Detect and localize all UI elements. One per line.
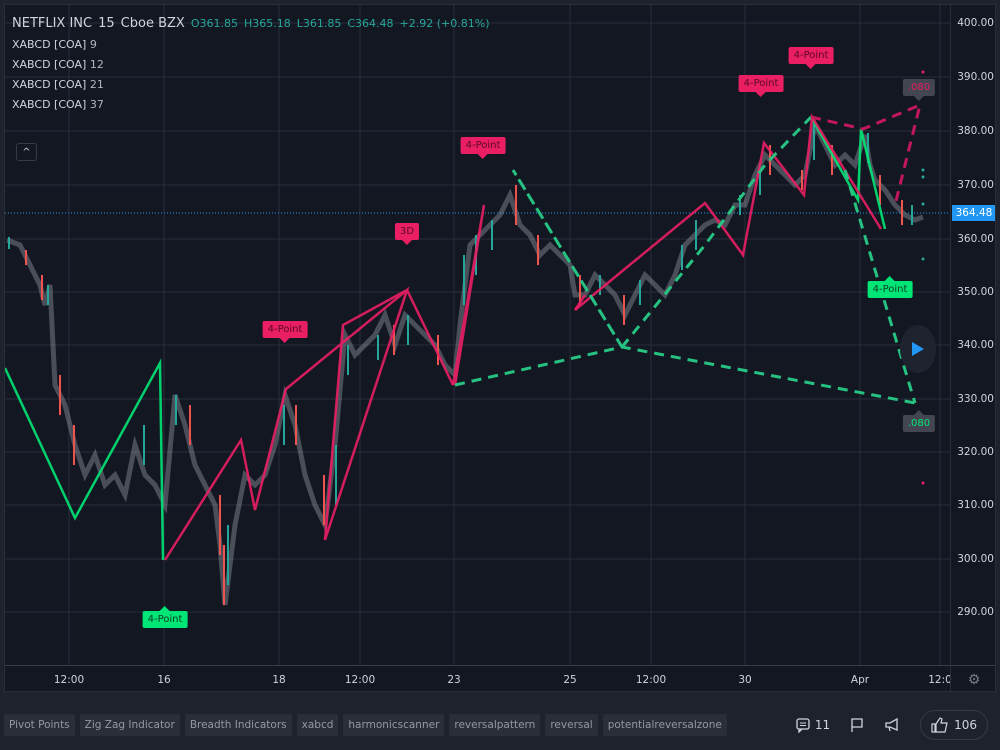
open-value: O361.85 <box>190 17 238 30</box>
change-value: +2.92 (+0.81%) <box>399 17 490 30</box>
price-tick: 380.00 <box>957 125 994 137</box>
price-tick: 300.00 <box>957 553 994 565</box>
tag-chip[interactable]: Breadth Indicators <box>184 714 292 736</box>
comment-icon <box>796 718 810 733</box>
close-value: C364.48 <box>347 17 394 30</box>
flag-icon <box>851 718 863 732</box>
price-tick: 330.00 <box>957 393 994 405</box>
indicator-legend-item[interactable]: XABCD [COA] 9 <box>12 38 97 51</box>
idea-actions: 11 106 <box>795 710 996 740</box>
price-tick: 340.00 <box>957 339 994 351</box>
price-tick: 400.00 <box>957 17 994 29</box>
time-tick: 18 <box>272 674 286 686</box>
idea-footer: Pivot Points Zig Zag Indicator Breadth I… <box>0 700 1000 750</box>
tag-chip[interactable]: harmonicscanner <box>343 714 445 736</box>
chart-settings-button[interactable]: ⚙ <box>950 665 995 691</box>
share-button[interactable] <box>884 717 900 733</box>
price-tick: 390.00 <box>957 71 994 83</box>
comments-button[interactable]: 11 <box>795 717 830 733</box>
prz-ratio-tag: .080 <box>902 79 936 101</box>
low-value: L361.85 <box>296 17 342 30</box>
time-tick: 12:00 <box>53 674 85 686</box>
like-button[interactable]: 106 <box>920 710 988 740</box>
time-tick: 23 <box>447 674 461 686</box>
report-button[interactable] <box>850 717 864 733</box>
play-replay-button[interactable] <box>900 325 936 373</box>
price-tick: 360.00 <box>957 233 994 245</box>
gear-icon: ⚙ <box>967 671 981 688</box>
time-tick: 30 <box>738 674 752 686</box>
pattern-tag: 4-Point <box>788 47 834 69</box>
chart-plot[interactable]: NETFLIX INC 15 Cboe BZX O361.85 H365.18 … <box>5 5 950 665</box>
pattern-tag: 4-Point <box>262 321 308 343</box>
indicator-legend-item[interactable]: XABCD [COA] 21 <box>12 78 104 91</box>
interval: 15 <box>98 16 115 31</box>
collapse-legend-button[interactable]: ^ <box>16 143 37 161</box>
chart-area[interactable]: NETFLIX INC 15 Cboe BZX O361.85 H365.18 … <box>4 4 996 692</box>
tag-chip[interactable]: potentialreversalzone <box>602 714 727 736</box>
pattern-tag: 4-Point <box>460 137 506 159</box>
play-icon <box>912 342 924 356</box>
pattern-tag: 4-Point <box>867 276 913 298</box>
time-tick: 12:0 <box>928 674 952 686</box>
likes-count: 106 <box>954 718 977 732</box>
symbol-header[interactable]: NETFLIX INC 15 Cboe BZX O361.85 H365.18 … <box>12 16 489 31</box>
high-value: H365.18 <box>243 17 291 30</box>
tag-chip[interactable]: Zig Zag Indicator <box>79 714 180 736</box>
indicator-legend-item[interactable]: XABCD [COA] 37 <box>12 98 104 111</box>
megaphone-icon <box>885 717 898 732</box>
indicator-legend-item[interactable]: XABCD [COA] 12 <box>12 58 104 71</box>
prz-ratio-tag: .080 <box>902 410 936 432</box>
price-tick: 350.00 <box>957 286 994 298</box>
tag-chip[interactable]: reversalpattern <box>449 714 541 736</box>
chevron-up-icon: ^ <box>22 146 31 158</box>
symbol-name[interactable]: NETFLIX INC <box>12 16 93 31</box>
exchange: Cboe BZX <box>120 16 185 31</box>
time-tick: 12:00 <box>344 674 376 686</box>
tag-chip[interactable]: xabcd <box>296 714 339 736</box>
pattern-tag: 4-Point <box>142 606 188 628</box>
tags-list: Pivot Points Zig Zag Indicator Breadth I… <box>4 714 727 736</box>
time-tick: 12:00 <box>635 674 667 686</box>
time-tick: 16 <box>157 674 171 686</box>
price-tick: 310.00 <box>957 499 994 511</box>
time-tick: 25 <box>563 674 577 686</box>
thumbs-up-icon <box>931 717 948 733</box>
last-price-label: 364.48 <box>952 205 995 221</box>
time-tick: Apr <box>850 674 870 686</box>
time-axis[interactable]: 12:00 16 18 12:00 23 25 12:00 30 Apr 12:… <box>5 665 952 691</box>
tag-chip[interactable]: reversal <box>545 714 598 736</box>
chart-legend: NETFLIX INC 15 Cboe BZX O361.85 H365.18 … <box>12 16 489 111</box>
pattern-tag: 3D <box>394 223 420 245</box>
pattern-tag: 4-Point <box>738 75 784 97</box>
comments-count: 11 <box>814 718 831 732</box>
price-axis[interactable]: 400.00 390.00 380.00 370.00 360.00 350.0… <box>950 5 995 665</box>
tag-chip[interactable]: Pivot Points <box>4 714 75 736</box>
price-tick: 290.00 <box>957 606 994 618</box>
price-tick: 320.00 <box>957 446 994 458</box>
price-tick: 370.00 <box>957 179 994 191</box>
